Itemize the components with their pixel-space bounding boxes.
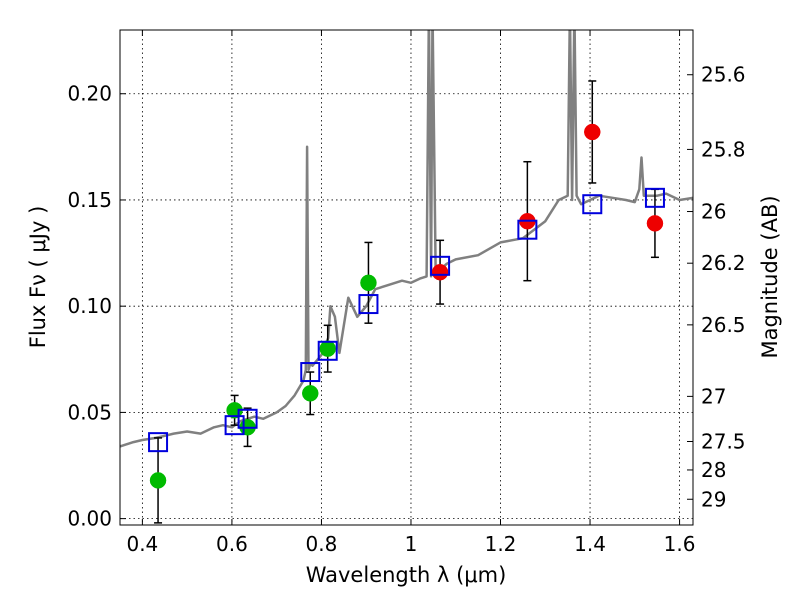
y2-tick-label: 26 bbox=[701, 200, 726, 224]
ticks-layer: 0.4 0.6 0.8 1 1.2 1.4 1.6 0.00 0.05 0.10 0.15 0.20 2… bbox=[67, 30, 746, 556]
y-tick-label: 0.15 bbox=[67, 188, 112, 212]
y2-tick-label: 25.6 bbox=[701, 63, 746, 87]
green-data-point bbox=[319, 340, 336, 357]
model-square-marker bbox=[517, 219, 538, 240]
y-tick-label: 0.20 bbox=[67, 82, 112, 106]
plot-background bbox=[120, 30, 693, 525]
model-square-marker bbox=[300, 362, 321, 383]
green-data-point bbox=[302, 385, 319, 402]
green-data-point bbox=[149, 472, 167, 489]
y-tick-label: 0.05 bbox=[67, 400, 112, 424]
x-tick-label: 1.6 bbox=[664, 532, 696, 556]
x-tick-label: 0.4 bbox=[126, 532, 158, 556]
grid-lines bbox=[120, 30, 693, 525]
model-square-marker bbox=[237, 408, 258, 429]
y2-axis-label: Magnitude (AB) bbox=[758, 195, 782, 358]
x-tick-label: 1.4 bbox=[574, 532, 606, 556]
y2-tick-label: 27 bbox=[701, 384, 726, 408]
spectrum-layer bbox=[120, 30, 693, 448]
y2-tick-label: 26.2 bbox=[701, 251, 746, 275]
red-data-point bbox=[646, 215, 664, 232]
green-data-point bbox=[360, 274, 377, 292]
y-tick-label: 0.00 bbox=[67, 507, 112, 531]
marker-layer bbox=[148, 80, 665, 524]
model-square-marker bbox=[358, 294, 379, 315]
model-square-marker bbox=[582, 194, 603, 215]
model-square-marker bbox=[430, 255, 451, 276]
x-tick-label: 1 bbox=[405, 532, 418, 556]
x-tick-label: 0.6 bbox=[216, 532, 248, 556]
y2-tick-label: 28 bbox=[701, 458, 726, 482]
model-square-marker bbox=[317, 340, 338, 361]
red-data-point bbox=[431, 263, 449, 281]
y-tick-label: 0.10 bbox=[67, 294, 112, 318]
red-data-point bbox=[584, 123, 601, 141]
y2-tick-label: 26.5 bbox=[701, 313, 746, 337]
model-square-marker bbox=[224, 415, 245, 436]
y2-tick-label: 29 bbox=[701, 487, 726, 511]
plot-frame bbox=[119, 29, 694, 526]
x-tick-label: 1.2 bbox=[485, 532, 517, 556]
model-square-marker bbox=[644, 187, 665, 208]
x-tick-label: 0.8 bbox=[306, 532, 338, 556]
model-square-marker bbox=[148, 432, 169, 453]
y2-tick-label: 25.8 bbox=[701, 137, 746, 161]
y-axis-label: Flux Fν ( μJy ) bbox=[26, 206, 50, 349]
spectrum-line bbox=[120, 30, 693, 448]
x-axis-label: Wavelength λ (μm) bbox=[306, 563, 507, 587]
y2-tick-label: 27.5 bbox=[701, 429, 746, 453]
